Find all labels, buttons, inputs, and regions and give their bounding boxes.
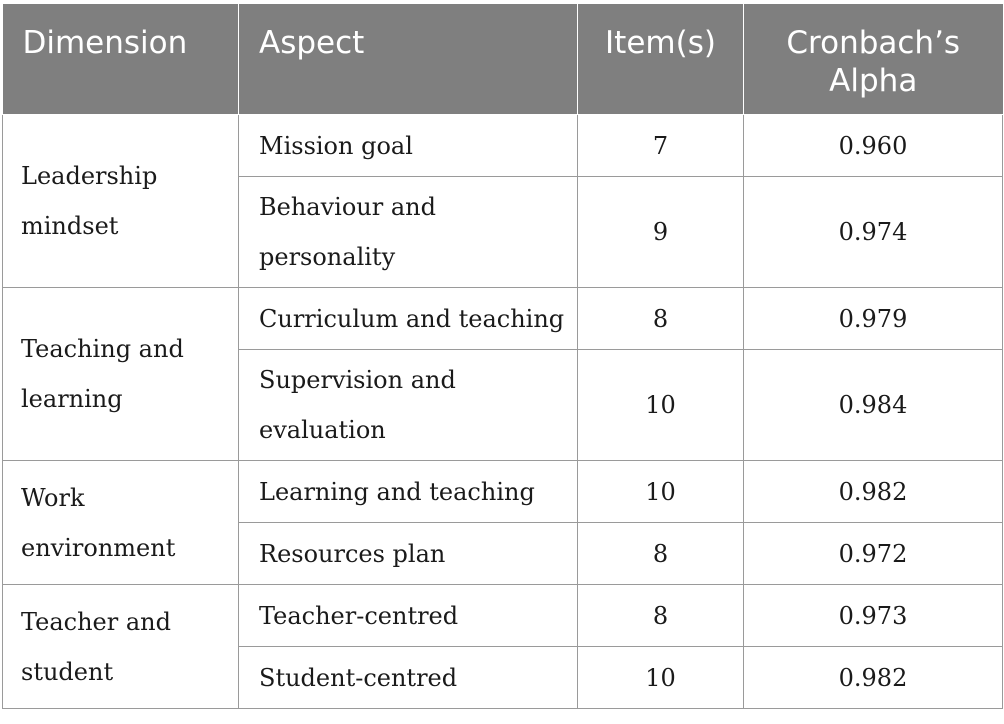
items-cell: 9 [577,176,744,288]
dimension-line1: Leadership [21,162,158,190]
header-alpha-line1: Cronbach’s [786,25,961,61]
header-alpha: Cronbach’s Alpha [743,4,1003,115]
header-alpha-label: Cronbach’s Alpha [744,4,1003,100]
alpha-cell: 0.974 [743,176,1003,288]
header-alpha-line2: Alpha [829,63,918,99]
header-items-label: Item(s) [605,25,716,61]
alpha-cell: 0.984 [743,349,1003,461]
aspect-cell: Behaviour and personality [238,176,578,288]
aspect-cell: Student-centred [238,646,578,709]
dimension-line1: Teaching and [21,335,184,363]
dimension-cell: Work environment [2,460,239,585]
header-row: Dimension Aspect Item(s) Cronbach’s Alph… [2,4,1003,115]
alpha-cell: 0.982 [743,646,1003,709]
header-dimension-label: Dimension [22,25,188,61]
alpha-cell: 0.982 [743,460,1003,523]
dimension-line1: Teacher and [21,607,171,636]
alpha-cell: 0.972 [743,522,1003,585]
dimension-line2: environment [21,533,176,562]
alpha-cell: 0.960 [743,114,1003,177]
table-row: Teaching and learning Curriculum and tea… [2,287,1003,461]
header-items: Item(s) [577,4,744,115]
header-dimension: Dimension [2,4,239,115]
dimension-line1: Work [21,483,85,512]
dimension-cell: Leadership mindset [2,114,239,288]
aspect-line2: personality [259,243,396,271]
header-aspect: Aspect [238,4,578,115]
items-cell: 10 [577,460,744,523]
items-cell: 10 [577,349,744,461]
items-cell: 8 [577,522,744,585]
aspect-cell: Learning and teaching [238,460,578,523]
header-aspect-label: Aspect [259,25,365,61]
items-cell: 8 [577,287,744,350]
table-row: Teacher and student Teacher-centred 8 0.… [2,584,1003,709]
table-row: Behaviour and personality 9 0.974 [3,176,1003,288]
aspect-line1: Behaviour and [259,193,436,221]
dimension-line2: learning [21,385,123,413]
alpha-cell: 0.979 [743,287,1003,350]
dimension-cell: Teacher and student [2,584,239,709]
aspect-cell: Mission goal [238,114,578,177]
aspect-cell: Teacher-centred [238,584,578,647]
items-cell: 8 [577,584,744,647]
aspect-cell: Curriculum and teaching [238,287,578,350]
dimension-line2: mindset [21,212,119,240]
table-row: Student-centred 10 0.982 [3,646,1003,709]
aspect-line1: Supervision and [259,366,456,394]
table-header: Dimension Aspect Item(s) Cronbach’s Alph… [2,4,1003,115]
items-cell: 10 [577,646,744,709]
aspect-cell: Resources plan [238,522,578,585]
dimension-line2: student [21,657,114,686]
items-cell: 7 [577,114,744,177]
reliability-table: Dimension Aspect Item(s) Cronbach’s Alph… [2,4,1003,709]
table-row: Work environment Learning and teaching 1… [2,460,1003,585]
dimension-cell: Teaching and learning [2,287,239,461]
aspect-cell: Supervision and evaluation [238,349,578,461]
table-row: Resources plan 8 0.972 [3,522,1003,585]
alpha-cell: 0.973 [743,584,1003,647]
table-body: Leadership mindset Mission goal 7 0.960 … [2,114,1003,709]
table-row: Leadership mindset Mission goal 7 0.960 [2,114,1003,288]
aspect-line2: evaluation [259,416,386,444]
